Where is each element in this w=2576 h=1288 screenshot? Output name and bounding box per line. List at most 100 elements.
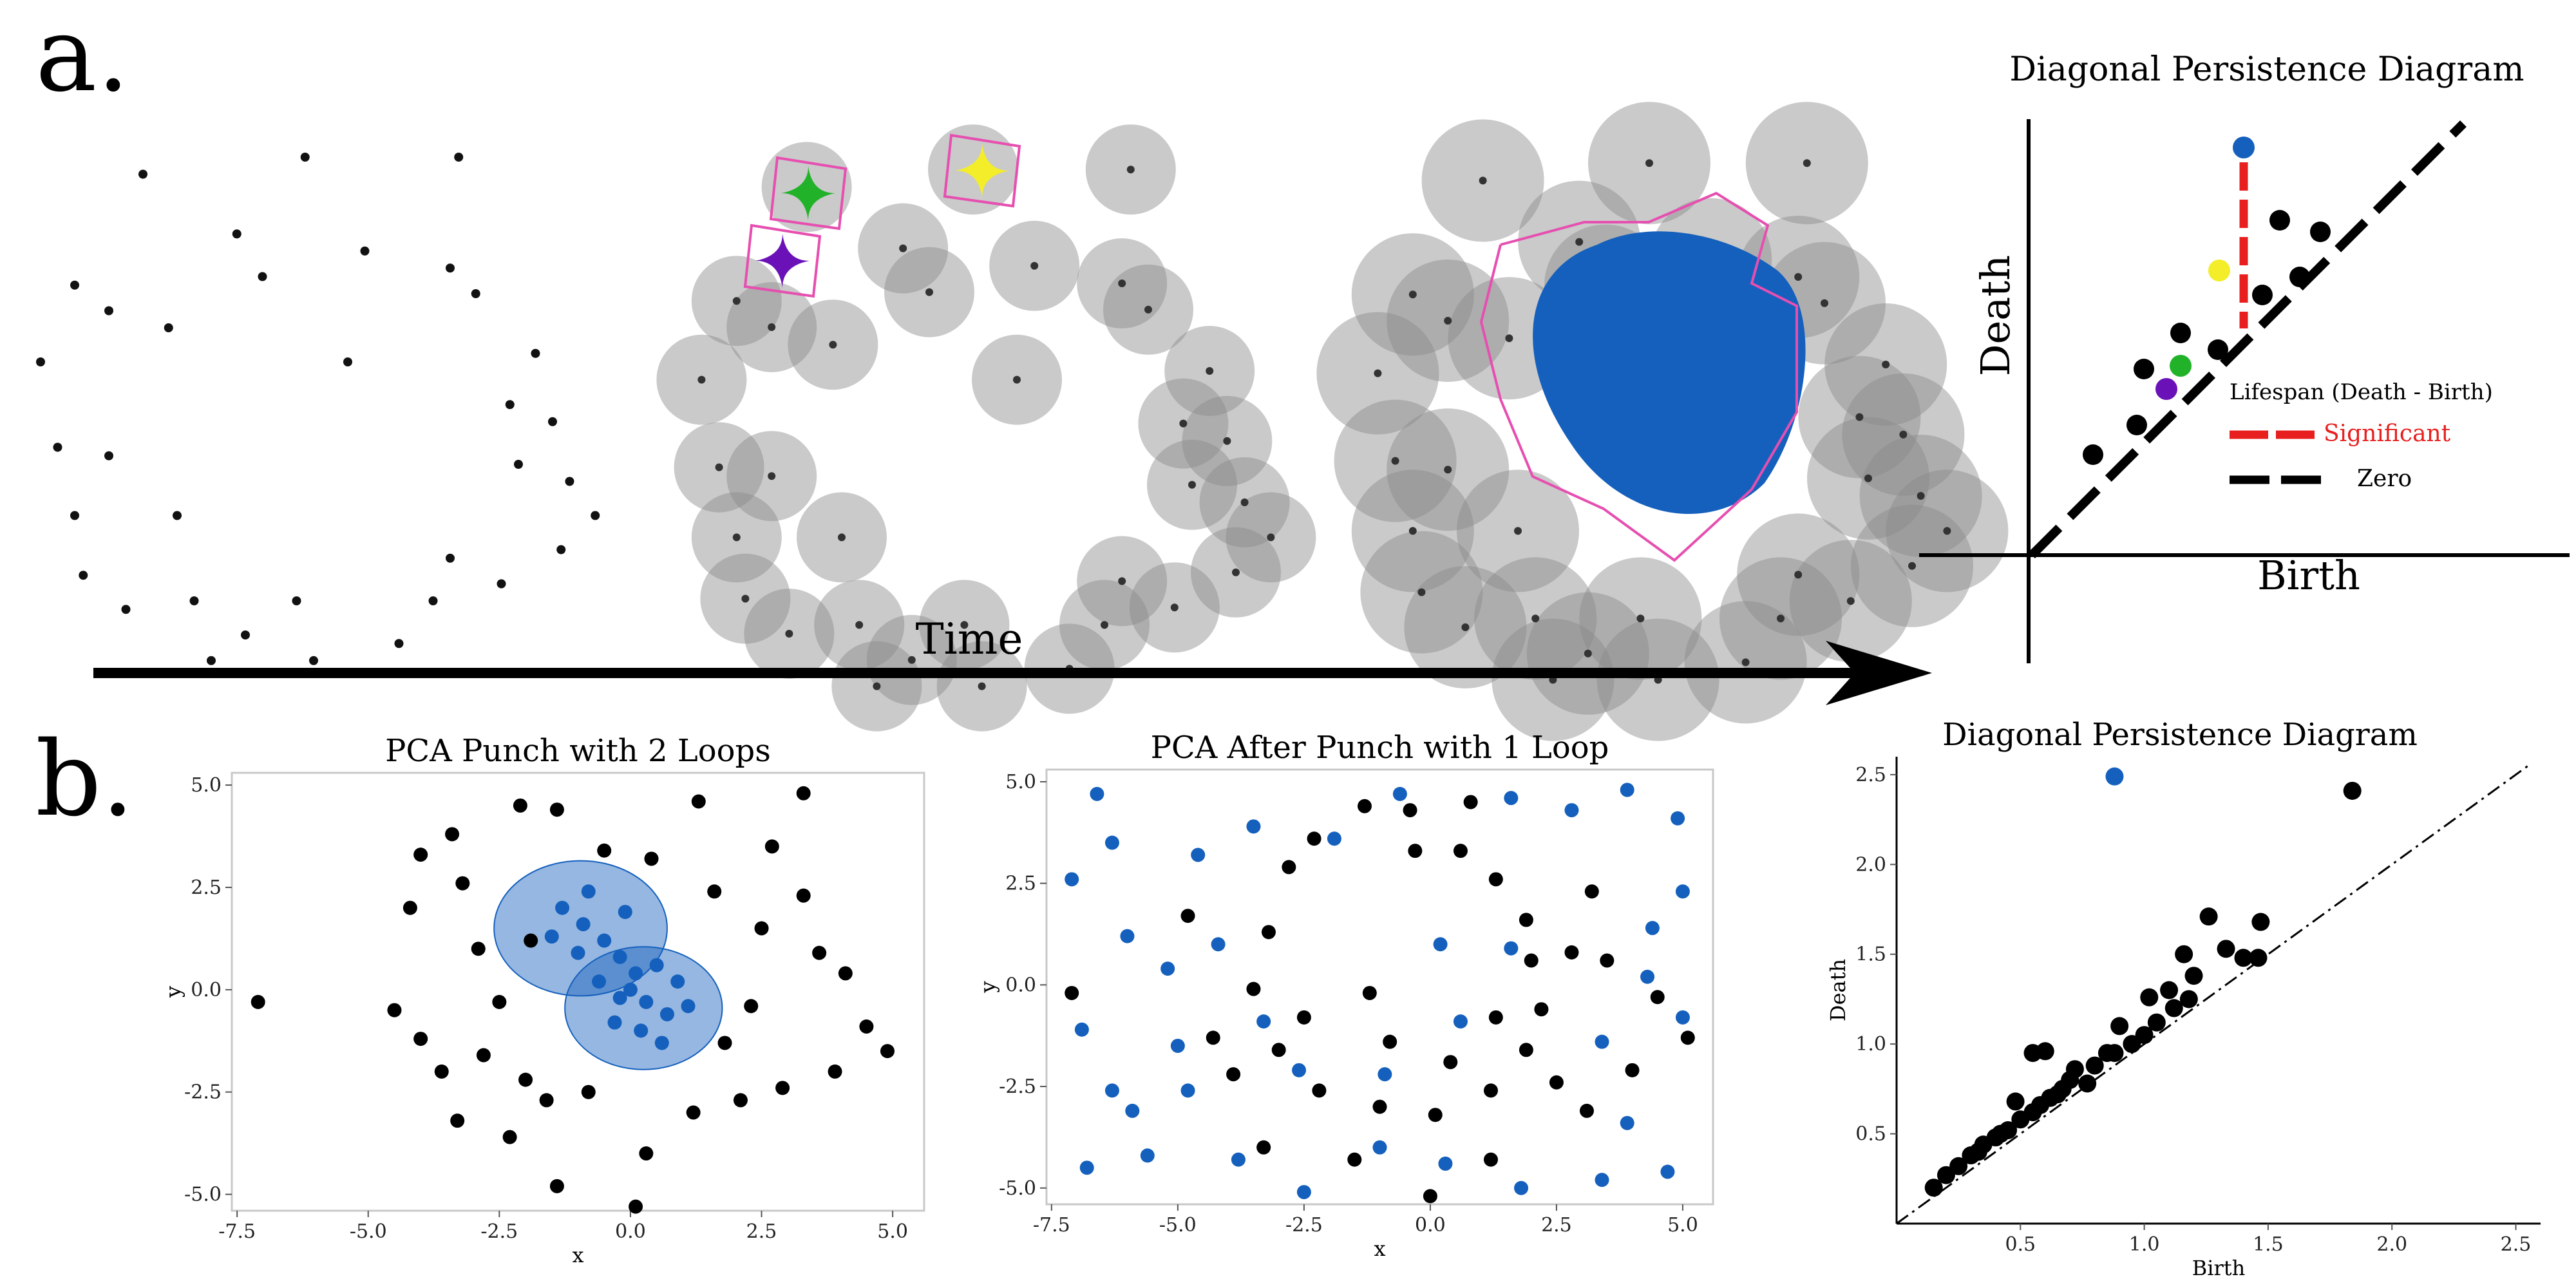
hole-star: [781, 166, 835, 220]
x-tick-label: 0.0: [615, 1220, 646, 1243]
scatter-point: [555, 900, 570, 915]
y-tick-label: 0.0: [191, 979, 222, 1001]
scatter-point: [434, 1064, 449, 1079]
data-point: [1461, 623, 1470, 631]
scatter-point: [838, 966, 853, 981]
data-point: [1408, 527, 1417, 535]
scatter-point: [1104, 835, 1119, 850]
diagonal-line: [1896, 764, 2529, 1225]
scatter-point: [1170, 1038, 1185, 1053]
data-point: [164, 323, 173, 332]
data-point: [497, 579, 506, 589]
scatter-point: [1372, 1099, 1387, 1114]
x-tick-label: 1.0: [2129, 1233, 2160, 1256]
panel-a-label: a.: [35, 0, 129, 115]
time-arrow: [93, 641, 1932, 705]
scatter-point: [1991, 1124, 2010, 1143]
data-point: [899, 244, 907, 252]
x-tick-label: -2.5: [1285, 1214, 1323, 1236]
panel-b-label: b.: [35, 719, 134, 839]
data-point: [1908, 562, 1916, 570]
data-point: [1821, 299, 1828, 307]
data-point: [138, 169, 147, 179]
scatter-point: [618, 905, 632, 920]
scatter-point: [2053, 1079, 2072, 1098]
scatter-point: [592, 974, 607, 989]
y-tick-label: 5.0: [191, 774, 222, 797]
scatter-point: [502, 1130, 517, 1144]
legend-significant-label: Significant: [2324, 421, 2451, 447]
scatter-point: [1378, 1067, 1392, 1082]
scatter-point: [1079, 1160, 1094, 1175]
data-point: [531, 348, 540, 358]
filtration-stage-2: [656, 124, 1316, 732]
data-point: [1584, 649, 1592, 658]
data-point: [1645, 159, 1653, 167]
scatter-point: [1160, 961, 1175, 976]
scatter-point: [634, 1023, 649, 1038]
x-tick-label: 2.0: [2376, 1233, 2407, 1256]
data-point: [1514, 527, 1522, 535]
filtration-stage-3: [1316, 102, 2009, 741]
scatter-point: [492, 994, 507, 1009]
green-feature-point: [2170, 355, 2192, 377]
scatter-point: [654, 1036, 669, 1050]
x-tick-label: 1.5: [2253, 1233, 2284, 1256]
scatter-point: [2160, 981, 2179, 999]
x-tick-label: 2.5: [746, 1220, 777, 1243]
data-point: [855, 621, 864, 629]
data-point: [1179, 419, 1188, 428]
scatter-point: [1600, 953, 1615, 968]
data-point: [873, 682, 881, 690]
scatter-point: [1650, 990, 1665, 1005]
scatter-point: [659, 1007, 674, 1021]
scatter-point: [796, 786, 811, 800]
scatter-point: [1120, 929, 1135, 943]
scatter-point: [1660, 1164, 1675, 1179]
data-point: [1188, 480, 1196, 489]
scatter-point: [1357, 799, 1372, 813]
scatter-point: [1453, 844, 1468, 858]
y-tick-label: 0.0: [1005, 974, 1036, 996]
y-tick-label: 2.5: [1005, 873, 1036, 895]
schematic-ylabel: Death: [1972, 255, 2019, 376]
persistent-hole: [1533, 231, 1806, 514]
x-tick-label: 0.0: [1415, 1214, 1446, 1236]
scatter-point: [549, 802, 564, 817]
scatter-point: [2147, 1013, 2166, 1032]
scatter-point: [1937, 1166, 1955, 1184]
y-axis-label: Death: [1826, 959, 1850, 1021]
data-point: [70, 280, 79, 290]
scatter-point: [1519, 1043, 1533, 1057]
data-point: [1794, 273, 1803, 281]
scatter-point: [1372, 1140, 1387, 1155]
chart-title: Diagonal Persistence Diagram: [1942, 717, 2418, 753]
scatter-point: [1675, 884, 1690, 899]
scatter-point: [2184, 967, 2203, 985]
data-point: [697, 375, 706, 384]
data-point: [505, 400, 515, 410]
data-point: [741, 594, 750, 603]
scatter-point: [513, 798, 527, 813]
scatter-point: [1423, 1189, 1437, 1204]
scatter-point: [445, 827, 460, 842]
scatter-point: [581, 1084, 596, 1099]
data-point: [785, 630, 793, 638]
scatter-point: [413, 1032, 428, 1046]
data-point: [1855, 413, 1864, 421]
x-axis-label: Birth: [2192, 1256, 2246, 1280]
scatter-point: [1433, 937, 1448, 952]
scatter-point: [796, 888, 811, 903]
plot-frame: [231, 772, 925, 1212]
simplex-square: [769, 156, 848, 231]
scatter-point: [1256, 1014, 1271, 1029]
scatter-point: [1231, 1152, 1245, 1167]
data-point: [960, 621, 969, 629]
scatter-point: [251, 994, 265, 1009]
blue-feature-point: [2233, 137, 2255, 158]
scatter-point: [2164, 999, 2183, 1018]
scatter-point: [1065, 872, 1079, 887]
scatter-point: [1262, 925, 1276, 940]
scatter-point: [2343, 781, 2362, 800]
scatter-point: [1140, 1148, 1155, 1163]
